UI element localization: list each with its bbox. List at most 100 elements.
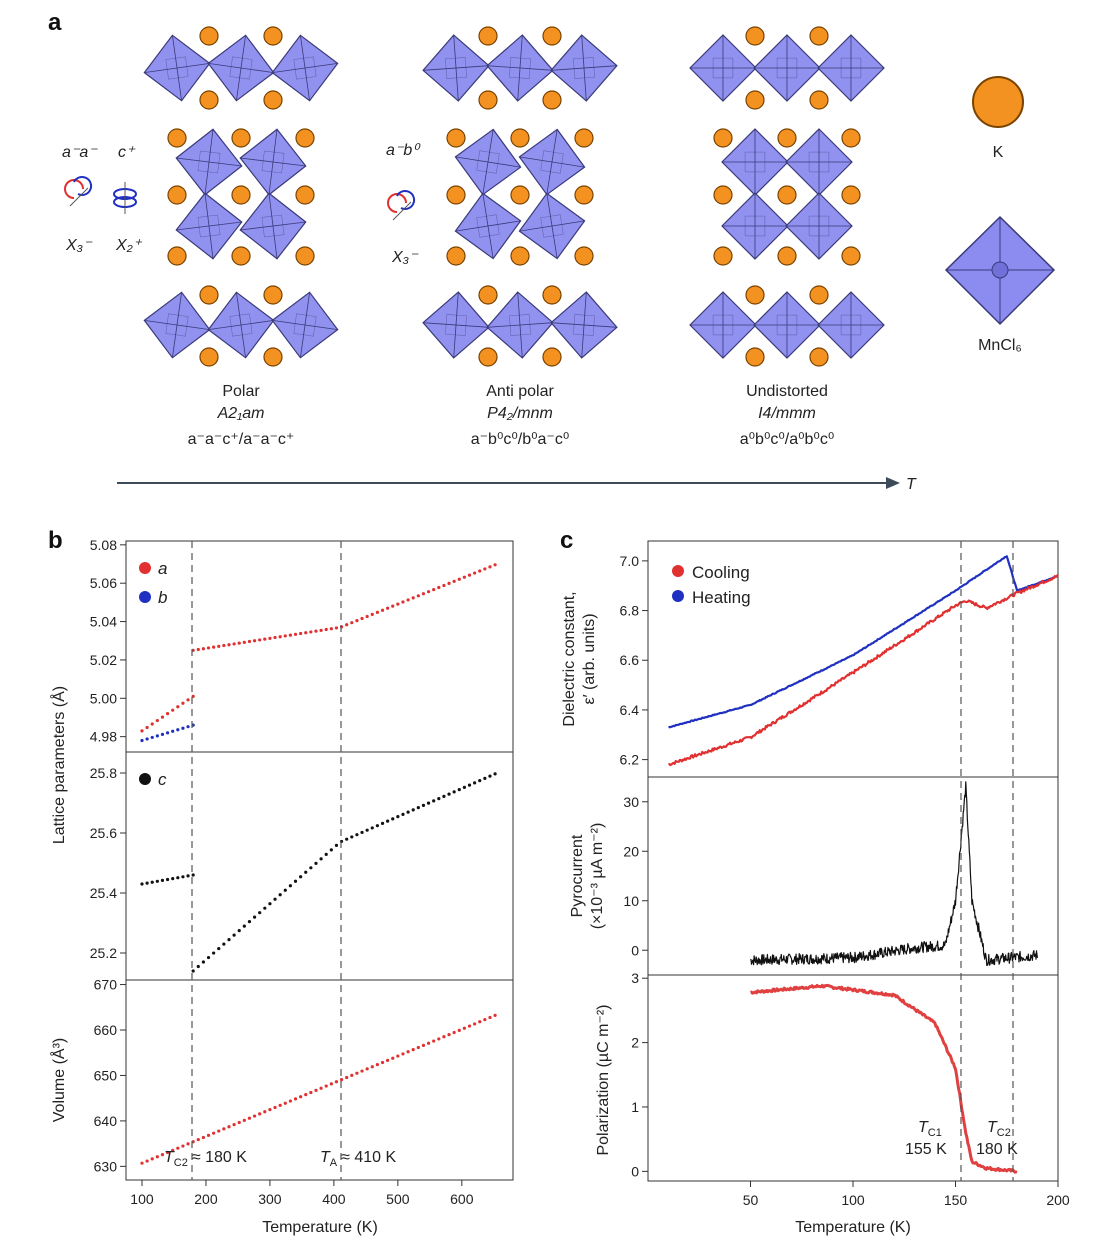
data-point	[283, 1101, 287, 1105]
data-point	[483, 567, 487, 571]
data-point	[299, 631, 303, 636]
data-point	[380, 1060, 385, 1065]
legend-octahedron-label: MnCl₆	[978, 337, 1022, 354]
data-point	[155, 718, 159, 723]
octahedron-edge	[453, 35, 459, 101]
data-point	[309, 1090, 313, 1095]
data-point	[314, 629, 318, 633]
plot-frame-c	[125, 751, 514, 981]
data-point	[288, 884, 292, 888]
plot-frame-pyrocurrent	[647, 776, 1059, 976]
octahedron	[689, 291, 757, 359]
data-point	[319, 1086, 323, 1090]
data-point	[370, 826, 374, 830]
k-atom	[478, 90, 498, 110]
data-point	[155, 879, 159, 883]
data-point	[339, 1078, 344, 1082]
data-point	[150, 722, 154, 726]
data-point	[447, 581, 451, 585]
data-point	[171, 1148, 175, 1152]
annot-tc2-c: TC2	[987, 1119, 1011, 1139]
data-point	[160, 1153, 165, 1157]
data-point	[268, 1108, 272, 1112]
rotation-icon-mid	[387, 189, 416, 221]
data-point	[165, 877, 170, 882]
tilt-system-undistorted: a⁰b⁰c⁰/a⁰b⁰c⁰	[740, 431, 835, 448]
data-point	[237, 1120, 241, 1125]
tilt-system-antipolar: a⁻b⁰c⁰/b⁰a⁻c⁰	[471, 431, 570, 448]
data-point	[401, 812, 405, 817]
data-point	[488, 1015, 492, 1020]
data-point	[165, 731, 170, 735]
octahedron-edge	[546, 193, 558, 259]
k-atom	[809, 347, 829, 367]
octahedron-edge	[204, 129, 214, 195]
octahedron	[422, 291, 490, 359]
data-point	[442, 1035, 446, 1039]
data-point	[150, 735, 154, 740]
data-point	[258, 911, 262, 915]
k-atom	[263, 285, 283, 305]
data-point	[324, 852, 328, 856]
data-point	[186, 1142, 190, 1146]
panel-b-legend: a b c	[139, 559, 167, 789]
data-point	[150, 880, 154, 884]
data-point	[478, 779, 482, 783]
annot-tc1-c-val: 155 K	[905, 1141, 947, 1158]
data-point	[406, 1050, 410, 1054]
octahedron-inner	[509, 57, 531, 79]
y-tick-label: 25.2	[90, 945, 117, 961]
k-atom	[231, 185, 251, 205]
data-point	[227, 643, 231, 647]
octahedron-inner	[293, 313, 317, 337]
data-point	[467, 783, 472, 787]
data-point	[242, 1118, 246, 1122]
data-point	[365, 828, 369, 832]
y-tick-label: 6.2	[620, 752, 640, 768]
data-point	[252, 639, 257, 643]
octahedron	[271, 291, 339, 359]
plot-frame-volume	[125, 979, 514, 1181]
k-atom	[295, 128, 315, 148]
octahedron-inner	[776, 314, 798, 336]
y-tick-label: 5.04	[90, 614, 117, 630]
k-atom	[809, 285, 829, 305]
k-atom	[809, 90, 829, 110]
data-point	[212, 1131, 216, 1135]
octahedron	[721, 192, 789, 260]
annot-tc2-b-val: ≈ 180 K	[192, 1149, 247, 1166]
data-point	[186, 725, 190, 729]
y-tick-label: 20	[623, 843, 639, 859]
k-atom	[713, 128, 733, 148]
data-point	[457, 788, 461, 792]
octahedron-edge	[453, 292, 459, 358]
data-point	[293, 1097, 298, 1101]
panel-c-xlabel: Temperature (K)	[795, 1219, 911, 1236]
octahedron-inner	[476, 214, 500, 238]
data-point	[473, 571, 477, 575]
k-atom	[745, 26, 765, 46]
data-point	[365, 614, 369, 619]
k-atom	[510, 246, 530, 266]
octahedron-edge	[268, 193, 278, 259]
data-point	[206, 955, 211, 960]
data-point	[171, 708, 175, 712]
octahedron	[550, 291, 618, 359]
data-point	[416, 1045, 420, 1050]
legend-heating-marker	[672, 590, 684, 602]
data-point	[237, 929, 241, 933]
data-point	[319, 857, 323, 861]
data-point	[370, 612, 374, 616]
data-point	[386, 606, 390, 610]
k-atom-icon	[972, 76, 1024, 128]
data-point	[350, 835, 354, 839]
k-atom	[777, 185, 797, 205]
data-point	[278, 635, 282, 639]
data-point	[288, 1099, 292, 1103]
octahedron	[785, 192, 853, 260]
data-point	[160, 732, 165, 736]
data-point	[263, 906, 267, 910]
data-point	[181, 875, 185, 879]
y-tick-label: 6.4	[620, 702, 640, 718]
phase-name-undistorted: Undistorted	[746, 383, 828, 400]
